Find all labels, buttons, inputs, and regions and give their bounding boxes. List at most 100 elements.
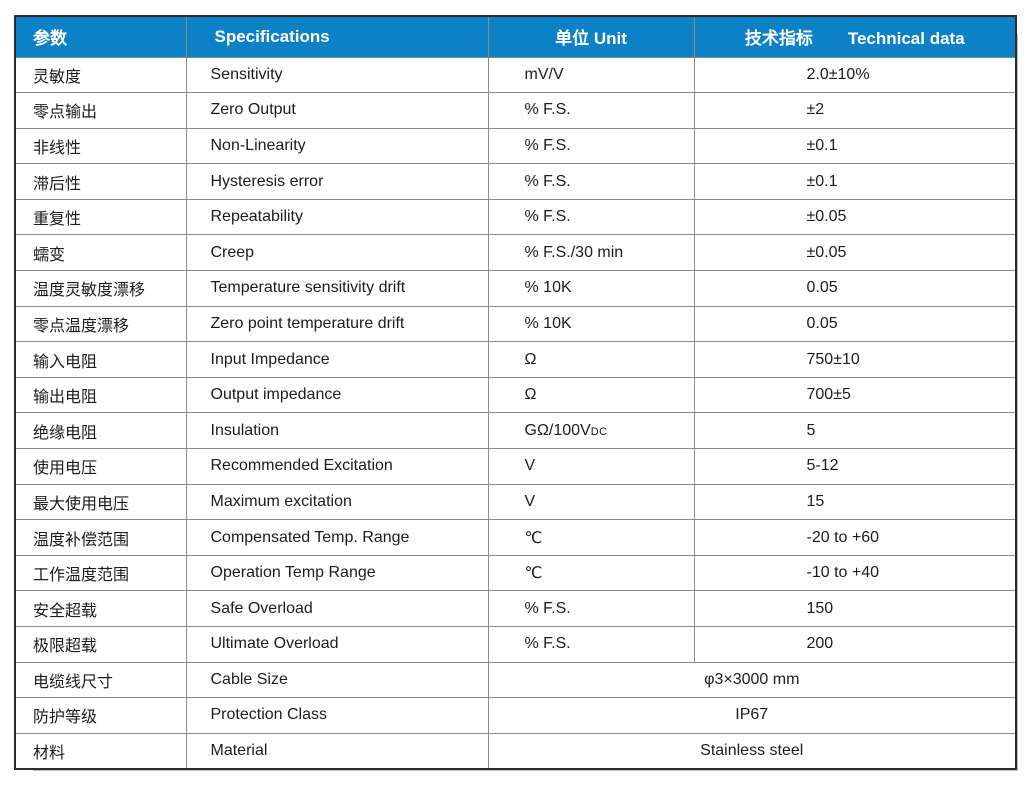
param-name-en: Sensitivity bbox=[185, 56, 489, 94]
table-row: 温度补偿范围 Compensated Temp. Range ℃ -20 to +60 bbox=[14, 519, 1017, 556]
technical-value-cell: ±0.05 bbox=[693, 198, 1017, 236]
table-row: 温度灵敏度漂移 Temperature sensitivity drift % 10… bbox=[14, 270, 1017, 307]
param-name-cn: 安全超载 bbox=[14, 590, 187, 627]
table-row: 零点输出 Zero Output % F.S. ±2 bbox=[14, 92, 1017, 129]
param-name-cn: 滞后性 bbox=[14, 163, 187, 200]
technical-value-cell: 700±5 bbox=[693, 376, 1017, 414]
table-row: 材料 Material Stainless steel bbox=[14, 732, 1017, 770]
technical-value-cell: ±0.1 bbox=[693, 163, 1017, 200]
unit-text: % 10K bbox=[524, 314, 572, 332]
header-unit: 单位 Unit bbox=[487, 15, 695, 58]
header-row: 参数 Specifications 单位 Unit 技术指标 Technical … bbox=[14, 15, 1017, 58]
param-name-cn: 输入电阻 bbox=[14, 341, 187, 378]
param-name-en: Insulation bbox=[185, 412, 489, 450]
param-name-cn: 非线性 bbox=[14, 127, 187, 165]
technical-value-cell: 15 bbox=[693, 483, 1017, 521]
unit-text: % F.S./30 min bbox=[524, 243, 624, 261]
table-row: 零点温度漂移 Zero point temperature drift % 10K 0… bbox=[14, 305, 1017, 343]
unit-text: V bbox=[524, 457, 536, 475]
technical-value-cell: 0.05 bbox=[693, 305, 1017, 343]
param-name-en: Temperature sensitivity drift bbox=[185, 270, 489, 307]
header-technical-data-en: Technical data bbox=[847, 29, 965, 49]
merged-value-cell: φ3×3000 mm bbox=[487, 661, 1017, 699]
unit-text: mV/V bbox=[524, 65, 564, 83]
unit-cell: % F.S. bbox=[487, 198, 695, 236]
table-row: 灵敏度 Sensitivity mV/V 2.0±10% bbox=[14, 56, 1017, 94]
param-name-en: Hysteresis error bbox=[185, 163, 489, 200]
param-name-en: Material bbox=[185, 732, 489, 770]
param-name-en: Cable Size bbox=[185, 661, 489, 699]
unit-text: % F.S. bbox=[524, 208, 571, 226]
param-name-en: Recommended Excitation bbox=[185, 448, 489, 485]
table-row: 防护等级 Protection Class IP67 bbox=[14, 697, 1017, 734]
param-name-en: Zero point temperature drift bbox=[185, 305, 489, 343]
table-row: 蠕变 Creep % F.S./30 min ±0.05 bbox=[14, 234, 1017, 272]
param-name-en: Maximum excitation bbox=[185, 483, 489, 521]
param-name-en: Non-Linearity bbox=[185, 127, 489, 165]
unit-cell: mV/V bbox=[487, 56, 695, 94]
unit-text: V bbox=[524, 492, 536, 510]
table-row: 电缆线尺寸 Cable Size φ3×3000 mm bbox=[14, 661, 1017, 699]
param-name-cn: 工作温度范围 bbox=[14, 554, 187, 592]
technical-value-cell: 0.05 bbox=[693, 270, 1017, 307]
table-row: 安全超载 Safe Overload % F.S. 150 bbox=[14, 590, 1017, 627]
unit-cell: % F.S./30 min bbox=[487, 234, 695, 272]
unit-cell: % F.S. bbox=[487, 92, 695, 129]
unit-text: % F.S. bbox=[524, 136, 571, 154]
param-name-cn: 防护等级 bbox=[14, 697, 187, 734]
param-name-cn: 灵敏度 bbox=[14, 56, 187, 94]
unit-cell: Ω bbox=[487, 376, 695, 414]
unit-cell: % 10K bbox=[487, 270, 695, 307]
technical-value-cell: 5-12 bbox=[693, 448, 1017, 485]
technical-value-cell: ±2 bbox=[693, 92, 1017, 129]
unit-cell: % 10K bbox=[487, 305, 695, 343]
param-name-en: Safe Overload bbox=[185, 590, 489, 627]
param-name-en: Output impedance bbox=[185, 376, 489, 414]
param-name-cn: 温度灵敏度漂移 bbox=[14, 270, 187, 307]
unit-cell: V bbox=[487, 448, 695, 485]
header-param: 参数 bbox=[14, 15, 187, 58]
header-technical-data: 技术指标 Technical data bbox=[693, 15, 1017, 58]
param-name-en: Zero Output bbox=[185, 92, 489, 129]
table-row: 工作温度范围 Operation Temp Range ℃ -10 to +40 bbox=[14, 554, 1017, 592]
unit-text: % F.S. bbox=[524, 635, 571, 653]
spec-table-header: 参数 Specifications 单位 Unit 技术指标 Technical … bbox=[14, 15, 1017, 58]
param-name-cn: 材料 bbox=[14, 732, 187, 770]
unit-text: ℃ bbox=[524, 565, 543, 583]
technical-value-cell: 5 bbox=[693, 412, 1017, 450]
unit-text: % 10K bbox=[524, 279, 572, 297]
param-name-en: Input Impedance bbox=[185, 341, 489, 378]
unit-cell: Ω bbox=[487, 341, 695, 378]
header-specifications: Specifications bbox=[185, 15, 489, 58]
param-name-cn: 使用电压 bbox=[14, 448, 187, 485]
unit-text: Ω bbox=[524, 350, 537, 368]
unit-text: % F.S. bbox=[524, 101, 571, 119]
param-name-en: Operation Temp Range bbox=[185, 554, 489, 592]
unit-cell: % F.S. bbox=[487, 127, 695, 165]
header-technical-data-cn: 技术指标 bbox=[744, 29, 813, 49]
unit-text: % F.S. bbox=[524, 599, 571, 617]
table-row: 滞后性 Hysteresis error % F.S. ±0.1 bbox=[14, 163, 1017, 200]
param-name-en: Creep bbox=[185, 234, 489, 272]
unit-cell: % F.S. bbox=[487, 163, 695, 200]
technical-value-cell: 200 bbox=[693, 626, 1017, 663]
table-row: 使用电压 Recommended Excitation V 5-12 bbox=[14, 448, 1017, 485]
unit-text: ℃ bbox=[524, 529, 543, 547]
param-name-cn: 温度补偿范围 bbox=[14, 519, 187, 556]
table-row: 输入电阻 Input Impedance Ω 750±10 bbox=[14, 341, 1017, 378]
unit-subscript: DC bbox=[590, 425, 608, 438]
table-row: 重复性 Repeatability % F.S. ±0.05 bbox=[14, 198, 1017, 236]
table-row: 极限超载 Ultimate Overload % F.S. 200 bbox=[14, 626, 1017, 663]
merged-value-cell: Stainless steel bbox=[487, 732, 1017, 770]
unit-cell: V bbox=[487, 483, 695, 521]
spec-table-body: 灵敏度 Sensitivity mV/V 2.0±10% 零点输出 Zero Output… bbox=[14, 56, 1017, 770]
unit-cell: ℃ bbox=[487, 554, 695, 592]
table-row: 输出电阻 Output impedance Ω 700±5 bbox=[14, 376, 1017, 414]
param-name-cn: 重复性 bbox=[14, 198, 187, 236]
technical-value-cell: 750±10 bbox=[693, 341, 1017, 378]
unit-cell: % F.S. bbox=[487, 626, 695, 663]
unit-cell: % F.S. bbox=[487, 590, 695, 627]
table-row: 非线性 Non-Linearity % F.S. ±0.1 bbox=[14, 127, 1017, 165]
param-name-cn: 零点输出 bbox=[14, 92, 187, 129]
